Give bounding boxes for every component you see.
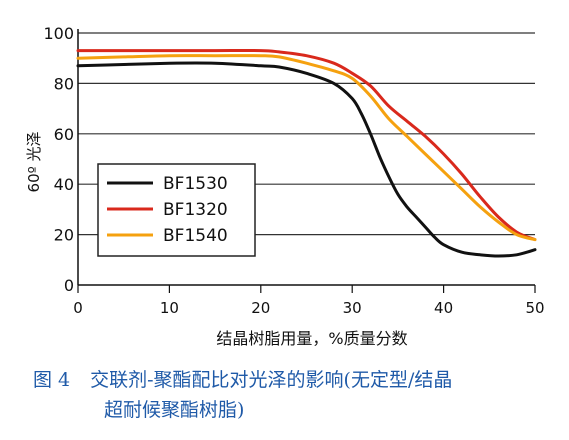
x-tick-labels: 0 10 20 30 40 50: [73, 285, 545, 317]
legend: BF1530 BF1320 BF1540: [97, 163, 256, 257]
axes: [77, 29, 535, 286]
y-tick-label: 0: [64, 276, 74, 295]
x-tick-label: 0: [73, 299, 83, 317]
figure-caption-text: 交联剂-聚酯配比对光泽的影响(无定型/结晶: [90, 369, 453, 391]
chart: 0 20 40 60 80 100 0 10 20 30 40 50 BF1530 BF1320 B…: [25, 24, 545, 348]
series-lines: [76, 49, 537, 258]
series-line-bf1320: [76, 49, 537, 242]
figure-caption-line2: 超耐候聚酯树脂): [104, 399, 245, 421]
x-tick-label: 10: [160, 299, 179, 317]
series-line-bf1530: [76, 61, 537, 258]
y-tick-label: 100: [43, 24, 74, 43]
figure-number: 图 4: [33, 369, 71, 391]
x-axis-label: 结晶树脂用量，%质量分数: [216, 329, 407, 348]
x-tick-label: 40: [434, 299, 453, 317]
y-tick-label: 20: [54, 226, 74, 245]
y-tick-label: 40: [54, 175, 74, 194]
legend-label-bf1540: BF1540: [163, 226, 228, 246]
series-line-bf1540: [76, 54, 537, 242]
legend-label-bf1320: BF1320: [163, 200, 228, 220]
y-tick-label: 80: [54, 74, 74, 93]
y-tick-labels: 0 20 40 60 80 100: [43, 24, 74, 295]
figure-caption-line1: 图 4 交联剂-聚酯配比对光泽的影响(无定型/结晶: [33, 366, 569, 394]
x-tick-label: 50: [525, 299, 544, 317]
legend-label-bf1530: BF1530: [163, 174, 228, 194]
y-axis-label: 60º 光泽: [25, 132, 43, 193]
x-tick-label: 30: [343, 299, 362, 317]
y-tick-label: 60: [54, 125, 74, 144]
x-tick-label: 20: [251, 299, 270, 317]
